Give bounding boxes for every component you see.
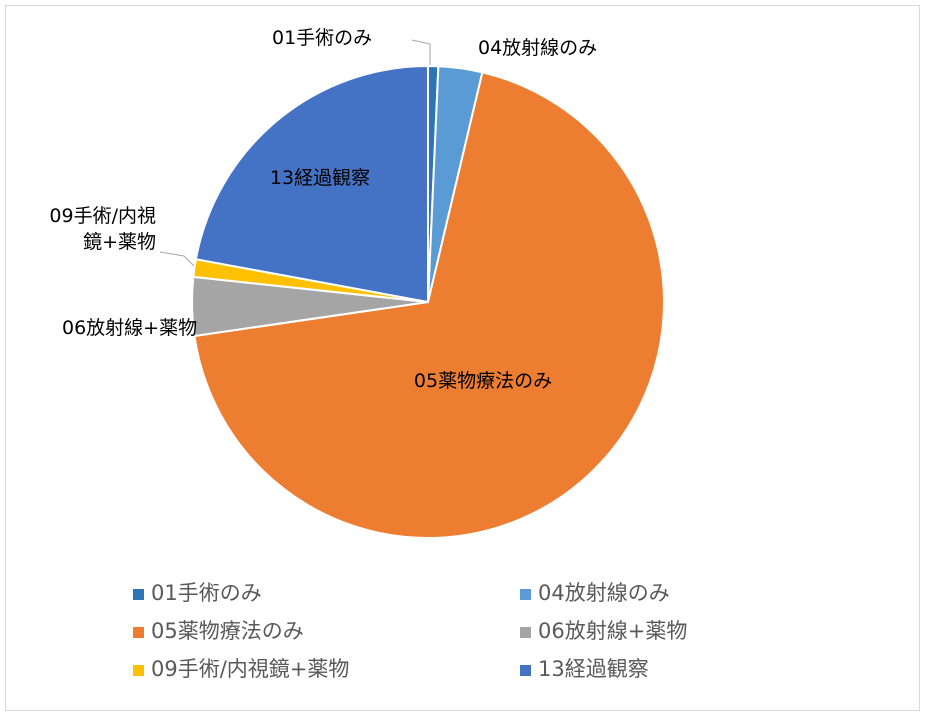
- chart-frame: [5, 5, 920, 711]
- leader-line: [159, 251, 197, 269]
- data-label: 13経過観察: [269, 167, 371, 189]
- legend-label: 04放射線のみ: [538, 581, 670, 605]
- data-label: 01手術のみ: [272, 27, 373, 49]
- data-label: 09手術/内視鏡+薬物: [49, 205, 156, 253]
- legend-label: 13経過観察: [538, 657, 649, 681]
- legend-marker: [133, 627, 144, 638]
- legend-label: 06放射線+薬物: [538, 619, 688, 643]
- legend-label: 09手術/内視鏡+薬物: [151, 657, 350, 681]
- legend-label: 01手術のみ: [151, 581, 262, 605]
- legend-marker: [520, 665, 531, 676]
- legend-label: 05薬物療法のみ: [151, 619, 304, 643]
- pie-slice: [194, 64, 429, 304]
- data-label: 04放射線のみ: [478, 37, 598, 59]
- data-label: 05薬物療法のみ: [413, 370, 553, 392]
- legend-marker: [520, 589, 531, 600]
- legend-marker: [133, 665, 144, 676]
- leader-line: [411, 39, 431, 66]
- pie-slice: [193, 71, 665, 539]
- data-label: 06放射線+薬物: [62, 317, 198, 339]
- legend-marker: [133, 589, 144, 600]
- legend-marker: [520, 627, 531, 638]
